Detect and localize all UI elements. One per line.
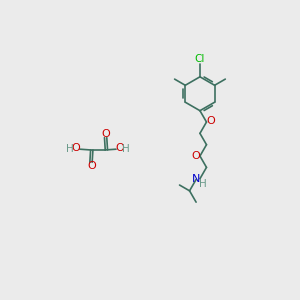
Text: O: O [102,129,110,139]
Text: O: O [191,151,200,161]
Text: Cl: Cl [195,54,205,64]
Text: O: O [116,143,124,153]
Text: O: O [87,161,96,171]
Text: H: H [66,144,74,154]
Text: H: H [199,179,207,189]
Text: O: O [206,116,215,126]
Text: O: O [72,143,80,153]
Text: H: H [122,144,130,154]
Text: N: N [192,175,200,184]
